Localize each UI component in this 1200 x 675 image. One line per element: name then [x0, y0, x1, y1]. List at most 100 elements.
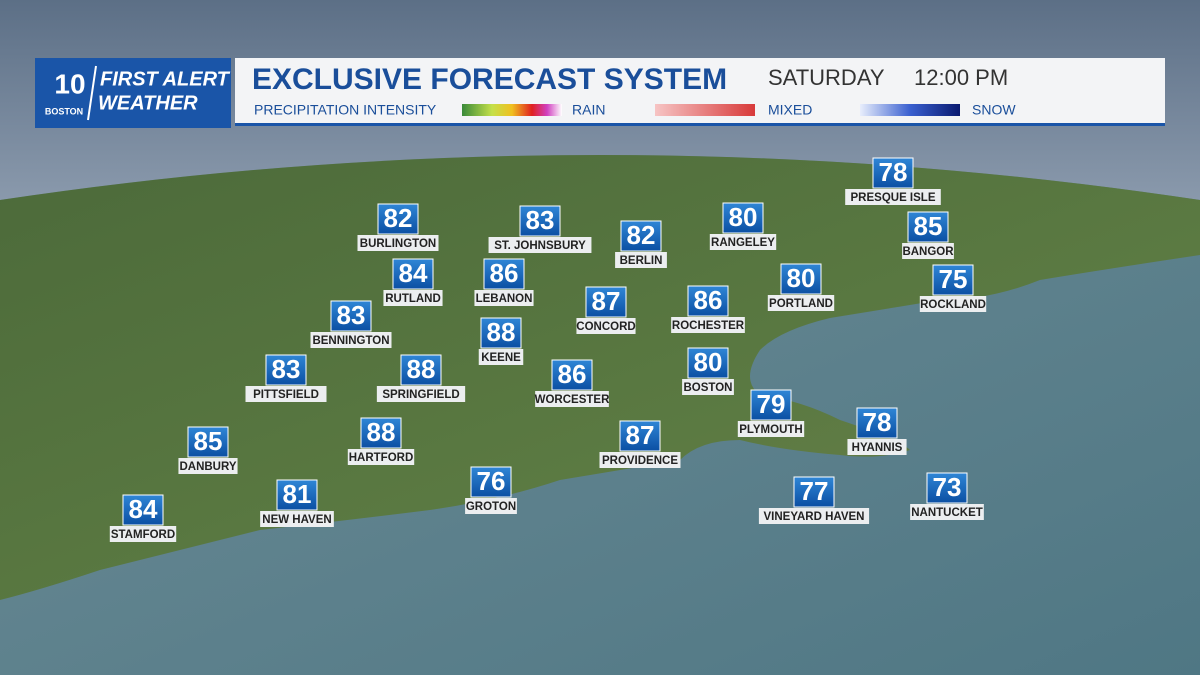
- temp-box: [620, 220, 662, 252]
- day: SATURDAY: [768, 65, 885, 90]
- city-name: DANBURY: [179, 461, 236, 473]
- temp-box: [907, 211, 949, 243]
- legend-rain: RAIN: [572, 102, 605, 118]
- city-label-box: [383, 290, 443, 306]
- temp: 88: [487, 317, 516, 347]
- city-name: CONCORD: [576, 321, 635, 333]
- rain-bar: [462, 104, 562, 116]
- snow-bar: [860, 104, 960, 116]
- temp: 76: [477, 466, 506, 496]
- legend-snow: SNOW: [972, 102, 1016, 118]
- temp: 83: [272, 354, 301, 384]
- header-rule: [235, 123, 1165, 126]
- temp-box: [360, 417, 402, 449]
- temp: 78: [863, 407, 892, 437]
- temp: 87: [626, 420, 655, 450]
- temp-box: [276, 479, 318, 511]
- city-name: KEENE: [481, 352, 521, 364]
- city-name: RANGELEY: [711, 237, 775, 249]
- temp-box: [780, 263, 822, 295]
- city-name: LEBANON: [476, 293, 533, 305]
- city-name: BOSTON: [684, 382, 733, 394]
- city-name: ROCHESTER: [672, 320, 745, 332]
- temp-box: [480, 317, 522, 349]
- city-label-box: [109, 526, 177, 542]
- temp-box: [872, 157, 914, 189]
- city-label-box: [245, 386, 327, 402]
- city-label-box: [474, 290, 534, 306]
- temp-box: [750, 389, 792, 421]
- city-name: BENNINGTON: [312, 335, 389, 347]
- legend-mixed: MIXED: [768, 102, 812, 118]
- city-name: STAMFORD: [111, 529, 175, 541]
- temp-box: [932, 264, 974, 296]
- city-name: PROVIDENCE: [602, 455, 678, 467]
- temp-box: [400, 354, 442, 386]
- city-label-box: [902, 243, 954, 259]
- temp-box: [187, 426, 229, 458]
- time: 12:00 PM: [914, 65, 1008, 90]
- temp: 88: [367, 417, 396, 447]
- city-name: PLYMOUTH: [739, 424, 802, 436]
- temp: 75: [939, 264, 968, 294]
- city-name: HARTFORD: [349, 452, 414, 464]
- temp: 86: [694, 285, 723, 315]
- city-name: BURLINGTON: [360, 238, 436, 250]
- temp-box: [330, 300, 372, 332]
- temp: 80: [787, 263, 816, 293]
- temp: 88: [407, 354, 436, 384]
- temp-box: [392, 258, 434, 290]
- city-label-box: [347, 449, 415, 465]
- city-label-box: [767, 295, 835, 311]
- temp: 79: [757, 389, 786, 419]
- city-label-box: [910, 504, 984, 520]
- city-label-box: [310, 332, 392, 348]
- temp-box: [722, 202, 764, 234]
- temp-box: [470, 466, 512, 498]
- city-name: SPRINGFIELD: [382, 389, 459, 401]
- city-name: RUTLAND: [385, 293, 441, 305]
- city-name: BANGOR: [902, 246, 954, 258]
- temp: 84: [399, 258, 428, 288]
- city-label-box: [465, 498, 517, 514]
- city-label-box: [845, 189, 941, 205]
- city-name: ROCKLAND: [920, 299, 986, 311]
- city-name: PRESQUE ISLE: [851, 192, 936, 204]
- city-name: PITTSFIELD: [253, 389, 319, 401]
- city-label-box: [615, 252, 667, 268]
- city-label-box: [357, 235, 439, 251]
- temp-box: [619, 420, 661, 452]
- temp: 73: [933, 472, 962, 502]
- city-name: BERLIN: [620, 255, 663, 267]
- city-label-box: [919, 296, 987, 312]
- temp: 81: [283, 479, 312, 509]
- temp: 87: [592, 286, 621, 316]
- temp: 86: [558, 359, 587, 389]
- city-label-box: [576, 318, 636, 334]
- temp-box: [793, 476, 835, 508]
- city-label-box: [599, 452, 681, 468]
- temp-box: [265, 354, 307, 386]
- temp-box: [856, 407, 898, 439]
- city-name: ST. JOHNSBURY: [494, 240, 586, 252]
- temp-box: [519, 205, 561, 237]
- city-label-box: [376, 386, 466, 402]
- city-label-box: [178, 458, 238, 474]
- city-name: NEW HAVEN: [262, 514, 331, 526]
- logo-line2: WEATHER: [98, 92, 198, 114]
- city-label-box: [488, 237, 592, 253]
- temp-box: [926, 472, 968, 504]
- city-label-box: [847, 439, 907, 455]
- temp-box: [483, 258, 525, 290]
- city-label-box: [709, 234, 777, 250]
- logo-box: [35, 58, 231, 128]
- city-label-box: [737, 421, 805, 437]
- temp: 82: [627, 220, 656, 250]
- logo-station: BOSTON: [45, 106, 83, 116]
- city-name: WORCESTER: [535, 394, 610, 406]
- mixed-bar: [655, 104, 755, 116]
- logo-number: 10: [54, 68, 85, 99]
- temp: 85: [914, 211, 943, 241]
- temp-box: [687, 347, 729, 379]
- legend-label: PRECIPITATION INTENSITY: [254, 102, 437, 118]
